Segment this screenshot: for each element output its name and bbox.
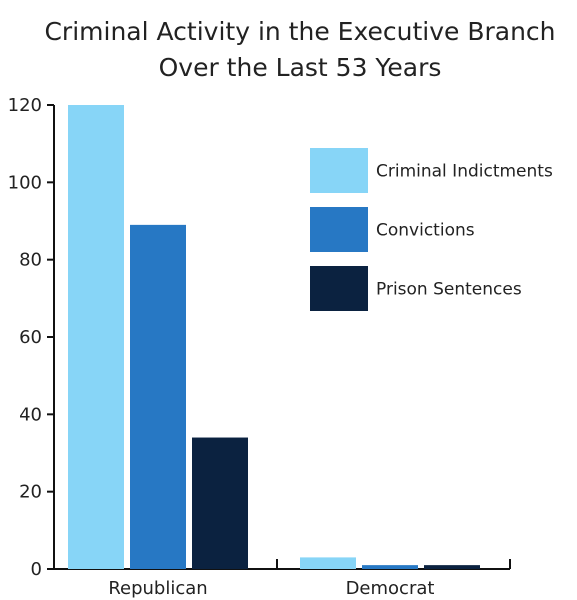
bar-republican-convictions <box>130 224 186 569</box>
legend-swatch <box>310 266 368 311</box>
legend-label: Criminal Indictments <box>376 162 553 182</box>
legend-label: Convictions <box>376 221 475 241</box>
y-tick-label: 100 <box>8 172 42 193</box>
chart-subtitle: Over the Last 53 Years <box>159 53 442 82</box>
y-tick-label: 20 <box>19 482 42 503</box>
bar-democrat-criminal-indictments <box>300 557 356 569</box>
legend-swatch <box>310 148 368 193</box>
y-tick-label: 120 <box>8 95 42 116</box>
bar-democrat-prison-sentences <box>424 565 480 569</box>
y-tick-label: 40 <box>19 404 42 425</box>
bar-democrat-convictions <box>362 565 418 569</box>
bars <box>68 105 480 569</box>
y-tick-label: 80 <box>19 250 42 271</box>
x-category-label: Republican <box>108 578 207 599</box>
bar-republican-criminal-indictments <box>68 105 124 569</box>
bar-republican-prison-sentences <box>192 437 248 569</box>
y-tick-label: 0 <box>31 559 42 580</box>
x-category-label: Democrat <box>346 578 435 599</box>
legend-label: Prison Sentences <box>376 280 522 300</box>
axes: 0 20 40 60 80 100 120 Republican Democrat <box>8 95 511 599</box>
chart-title: Criminal Activity in the Executive Branc… <box>44 17 555 46</box>
legend: Criminal Indictments Convictions Prison Se… <box>310 148 553 311</box>
y-tick-label: 60 <box>19 327 42 348</box>
legend-swatch <box>310 207 368 252</box>
